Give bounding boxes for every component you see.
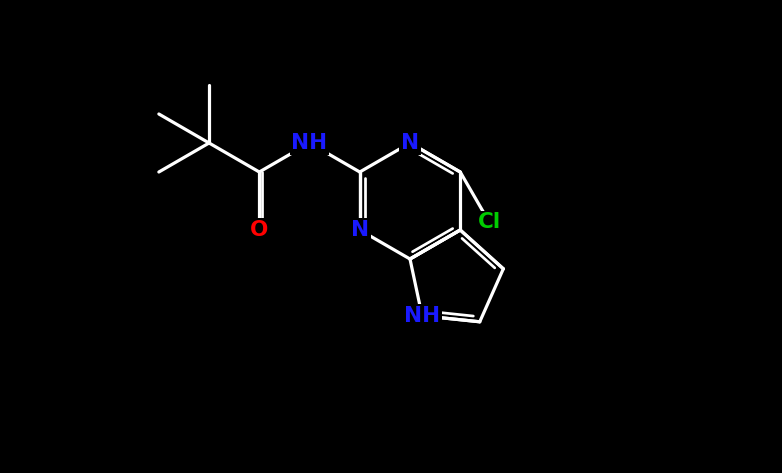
Text: NH: NH: [404, 306, 440, 326]
Text: Cl: Cl: [478, 212, 500, 232]
Text: NH: NH: [292, 133, 328, 153]
Text: N: N: [350, 220, 369, 240]
Text: N: N: [401, 133, 419, 153]
Text: O: O: [250, 220, 268, 240]
